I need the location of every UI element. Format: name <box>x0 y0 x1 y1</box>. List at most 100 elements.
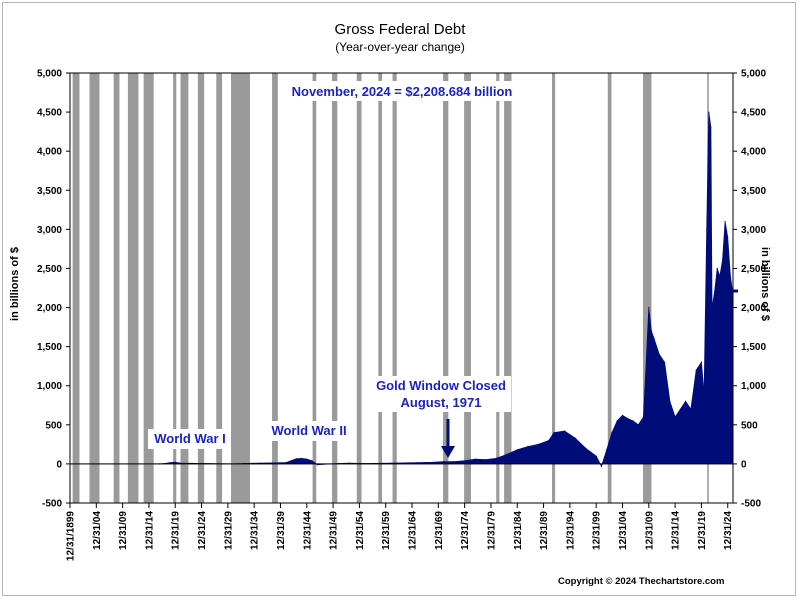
series-point-3 <box>169 462 171 464</box>
series-point-73 <box>727 236 729 238</box>
chart-subtitle: (Year-over-year change) <box>335 40 465 54</box>
series-point-32 <box>527 446 529 448</box>
x-tick-label-14: 12/31/69 <box>434 511 445 550</box>
series-point-22 <box>432 461 434 463</box>
recession-band-9 <box>231 73 250 503</box>
recession-band-21 <box>607 73 612 503</box>
series-point-24 <box>453 461 455 463</box>
series-point-68 <box>714 291 716 293</box>
series-point-57 <box>674 416 676 418</box>
x-tick-label-3: 12/31/14 <box>144 511 155 550</box>
recession-band-17 <box>464 73 471 503</box>
series-point-56 <box>669 400 671 402</box>
series-point-54 <box>658 353 660 356</box>
recession-band-16 <box>443 73 449 503</box>
x-tick-label-15: 12/31/74 <box>460 511 471 550</box>
series-point-58 <box>679 408 682 410</box>
series-point-36 <box>564 430 566 432</box>
y-tick-label-left-2: 500 <box>45 420 62 431</box>
series-point-12 <box>300 457 303 459</box>
y-tick-label-left-7: 3,000 <box>37 225 62 236</box>
series-point-13 <box>306 458 308 460</box>
recession-band-0 <box>72 73 80 503</box>
series-point-71 <box>721 260 724 262</box>
x-tick-label-9: 12/31/44 <box>302 511 313 550</box>
series-point-59 <box>685 400 687 402</box>
recession-band-7 <box>197 73 205 503</box>
y-tick-label-left-6: 2,500 <box>37 264 62 275</box>
recession-band-20 <box>551 73 556 503</box>
y-tick-label-right-10: 4,500 <box>741 108 766 119</box>
copyright-text: Copyright © 2024 Thechartstore.com <box>558 576 725 587</box>
series-point-37 <box>574 437 576 439</box>
y-tick-label-left-4: 1,500 <box>37 342 62 353</box>
series-point-41 <box>600 465 603 467</box>
series-point-23 <box>443 461 445 463</box>
series-point-25 <box>464 460 466 462</box>
series-point-45 <box>621 414 624 416</box>
recession-band-8 <box>216 73 223 503</box>
x-tick-label-17: 12/31/84 <box>513 511 524 550</box>
gold-window-arrow <box>441 419 455 458</box>
series-point-40 <box>595 455 597 457</box>
gold-window-label-line1: Gold Window Closed <box>376 378 506 393</box>
y-tick-label-left-0: -500 <box>42 499 62 510</box>
recession-band-3 <box>127 73 139 503</box>
series-point-39 <box>590 451 592 453</box>
recession-band-2 <box>113 73 120 503</box>
series-point-50 <box>645 361 647 363</box>
y-tick-label-right-6: 2,500 <box>741 264 766 275</box>
wwii-label-bg <box>266 421 351 441</box>
y-tick-label-left-1: 0 <box>56 459 62 470</box>
y-tick-label-right-7: 3,000 <box>741 225 766 236</box>
recession-band-5 <box>173 73 177 503</box>
series-point-51 <box>648 306 650 309</box>
series-point-52 <box>650 330 653 332</box>
chart-title: Gross Federal Debt <box>334 21 466 38</box>
x-tick-label-8: 12/31/39 <box>276 511 287 550</box>
series-point-65 <box>708 111 710 113</box>
series-point-10 <box>290 460 292 462</box>
series-point-66 <box>710 127 712 129</box>
x-tick-label-23: 12/31/14 <box>671 511 682 550</box>
series-area-0 <box>70 112 733 468</box>
recession-band-13 <box>356 73 362 503</box>
latest-value-arrow <box>714 285 738 297</box>
gold-window-label-line2: August, 1971 <box>401 395 482 410</box>
latest-value-label-bg <box>284 81 520 101</box>
recession-band-15 <box>392 73 397 503</box>
x-tick-label-5: 12/31/24 <box>197 511 208 550</box>
series-point-69 <box>716 267 718 270</box>
y-tick-label-left-10: 4,500 <box>37 108 62 119</box>
x-tick-label-10: 12/31/49 <box>329 511 340 550</box>
series-point-21 <box>416 462 418 464</box>
x-tick-label-22: 12/31/09 <box>644 511 655 550</box>
series-point-31 <box>516 449 518 451</box>
y-tick-label-left-3: 1,000 <box>37 381 62 392</box>
y-tick-label-right-8: 3,500 <box>741 186 766 197</box>
series-point-33 <box>537 443 539 445</box>
series-point-74 <box>729 275 732 277</box>
series-point-4 <box>174 461 176 463</box>
y-tick-label-right-0: -500 <box>741 499 761 510</box>
x-tick-label-24: 12/31/19 <box>697 511 708 550</box>
series-point-26 <box>469 459 471 461</box>
series-point-46 <box>627 418 629 420</box>
recession-band-22 <box>643 73 652 503</box>
wwi-label: World War I <box>154 431 226 446</box>
series-point-14 <box>311 460 313 462</box>
wwii-label: World War II <box>271 423 346 438</box>
recession-band-18 <box>496 73 500 503</box>
y-tick-label-right-9: 4,000 <box>741 147 766 158</box>
series-point-60 <box>690 408 692 410</box>
recession-band-10 <box>272 73 278 503</box>
y-tick-label-right-4: 1,500 <box>741 342 766 353</box>
series-point-53 <box>653 338 655 340</box>
series-point-5 <box>179 462 182 464</box>
x-tick-label-12: 12/31/59 <box>381 511 392 550</box>
x-tick-label-6: 12/31/29 <box>223 511 234 550</box>
y-tick-label-right-3: 1,000 <box>741 381 766 392</box>
x-tick-label-25: 12/31/24 <box>723 511 734 550</box>
